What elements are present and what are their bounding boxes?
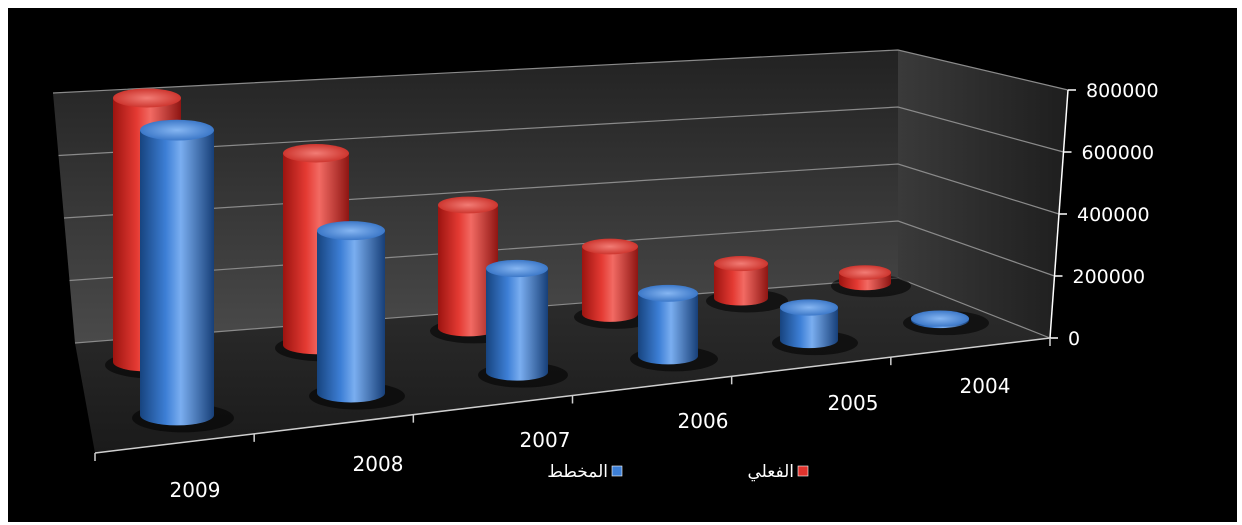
legend: المخطط الفعلي — [547, 462, 809, 482]
y-axis: 0 200000 400000 600000 800000 — [1049, 80, 1159, 350]
legend-label: المخطط — [547, 462, 608, 482]
y-tick-label: 600000 — [1082, 142, 1155, 164]
gridline — [58, 106, 1064, 157]
y-axis-line — [1049, 89, 1069, 339]
x-tick-label: 2009 — [170, 478, 221, 502]
bar-top — [486, 259, 548, 278]
bar-top — [113, 88, 181, 108]
bar-2006-actual — [574, 238, 658, 329]
legend-swatch — [797, 465, 809, 477]
bar-top — [911, 310, 969, 327]
bar-body — [780, 307, 838, 349]
bar-2006-planned — [630, 284, 718, 372]
bar-2004-actual — [831, 265, 911, 298]
x-tick-label: 2006 — [678, 409, 729, 433]
legend-swatch — [611, 465, 623, 477]
x-tick-label: 2008 — [353, 452, 404, 476]
bar-body — [438, 205, 498, 337]
bar-2005-actual — [706, 256, 788, 313]
bar-top — [140, 119, 214, 141]
bar-top — [780, 299, 838, 316]
bar-body — [317, 230, 385, 403]
bar-top — [839, 265, 891, 280]
bar-2007-planned — [478, 259, 568, 388]
y-tick-label: 200000 — [1073, 266, 1146, 288]
y-tick-label: 0 — [1068, 328, 1080, 350]
bar-2009-planned — [132, 119, 234, 433]
bar-top — [438, 196, 498, 214]
bar-2004-planned — [903, 310, 989, 336]
bar-top — [283, 144, 349, 163]
chart-title: (2009 — [0, 0, 1242, 8]
bar-top — [582, 238, 638, 255]
x-tick-label: 2007 — [520, 428, 571, 452]
series-front — [132, 119, 989, 433]
bar-body — [582, 246, 638, 322]
bar-top — [714, 256, 768, 272]
bar-top — [638, 284, 698, 302]
bar-top — [317, 221, 385, 241]
bar-body — [486, 268, 548, 381]
x-axis: 2009 2008 2007 2006 2005 2004 — [94, 337, 1051, 502]
bar-body — [638, 293, 698, 365]
x-tick-label: 2004 — [960, 374, 1011, 398]
y-tick-label: 800000 — [1086, 80, 1159, 102]
bar-2008-planned — [309, 221, 405, 410]
gridline — [52, 49, 1069, 94]
bar-body — [140, 130, 214, 426]
bar-body — [714, 263, 768, 306]
x-tick-label: 2005 — [828, 391, 879, 415]
y-tick-label: 400000 — [1077, 204, 1150, 226]
back-wall — [53, 50, 898, 343]
bar-2005-planned — [772, 299, 858, 356]
legend-label: الفعلي — [747, 462, 794, 482]
